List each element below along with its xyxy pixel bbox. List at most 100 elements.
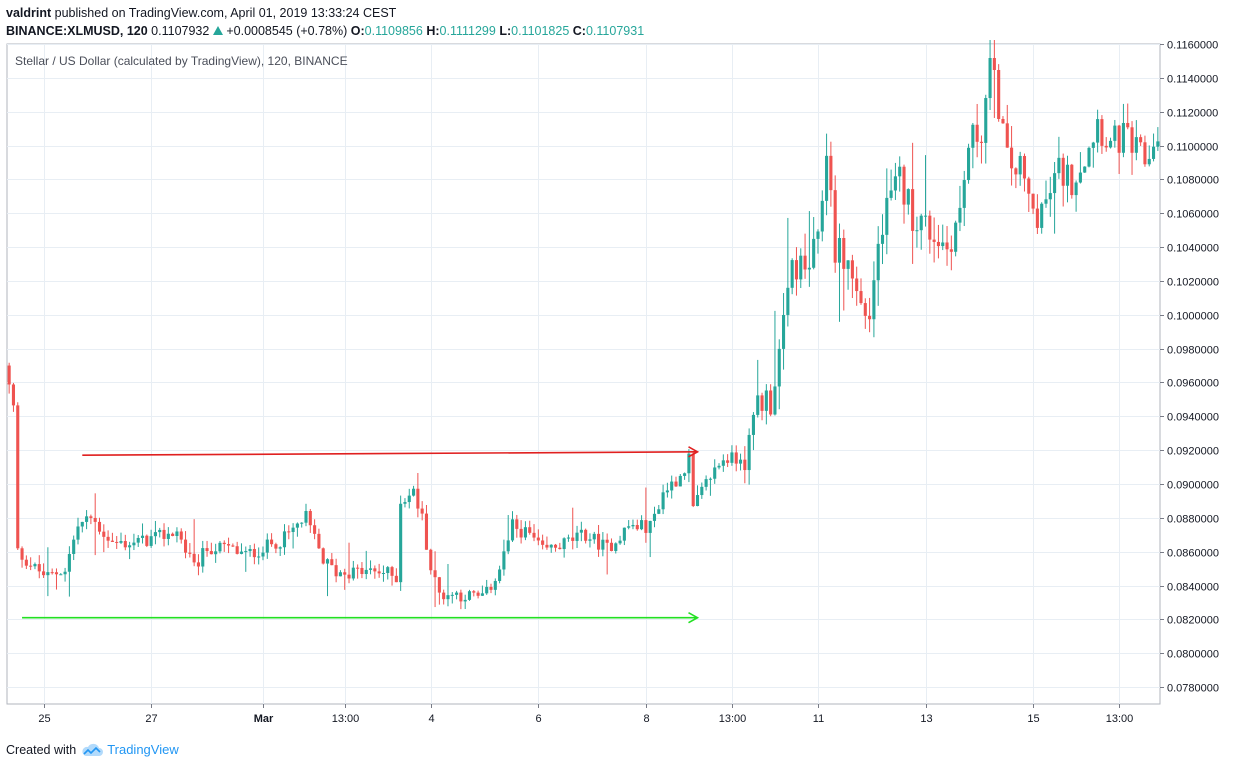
candle-body [102, 531, 106, 537]
candle-body [106, 536, 110, 541]
candle-body [1040, 203, 1044, 228]
candle-body [42, 571, 46, 576]
candle-body [958, 207, 962, 223]
x-tick-label: 13:00 [332, 713, 360, 725]
candle-body [183, 539, 188, 553]
candle-body [368, 568, 373, 570]
candle-body [214, 551, 218, 555]
candle-body [627, 526, 631, 528]
candle-body [390, 567, 394, 576]
candle-body [1044, 199, 1048, 204]
candle-body [1087, 147, 1091, 167]
candle-body [532, 532, 536, 538]
candle-body [644, 520, 648, 533]
candle-body [97, 521, 102, 532]
candle-body [93, 517, 97, 522]
low-value: 0.1101825 [511, 24, 570, 38]
candle-body [846, 260, 850, 269]
candle-body [308, 511, 312, 526]
candle-body [278, 547, 282, 549]
candle-body [1117, 125, 1121, 153]
candle-body [911, 189, 915, 231]
candle-body [575, 532, 579, 541]
candle-body [24, 559, 28, 566]
candle-body [1074, 182, 1078, 196]
candle-body [915, 230, 919, 232]
candle-body [205, 548, 209, 552]
candle-body [7, 365, 11, 385]
candle-body [119, 541, 123, 543]
candle-body [1130, 127, 1134, 153]
candle-body [523, 527, 527, 538]
candle-body [954, 222, 958, 252]
candle-body [751, 414, 755, 435]
candle-body [1010, 147, 1014, 169]
candle-body [812, 238, 816, 268]
candle-body [1156, 141, 1160, 147]
y-tick-label: 0.1000000 [1167, 311, 1219, 323]
candle-body [850, 260, 854, 279]
chart-area[interactable]: 0.1160000 0.1140000 0.1120000 0.1100000 0.10… [0, 26, 1236, 737]
publish-line: valdrint published on TradingView.com, A… [6, 4, 644, 22]
candle-body [640, 520, 644, 530]
candle-body [459, 592, 463, 602]
price-change: +0.0008545 (+0.78%) [226, 24, 348, 38]
low-label: L: [499, 24, 512, 38]
candle-body [274, 544, 278, 549]
author-name[interactable]: valdrint [6, 6, 52, 20]
y-tick-label: 0.0900000 [1167, 480, 1219, 492]
candle-body [291, 527, 295, 532]
candle-body [1061, 157, 1065, 186]
candle-body [674, 481, 678, 487]
candle-body [872, 280, 876, 320]
candle-body [1001, 118, 1005, 124]
candle-body [270, 539, 274, 545]
candle-body [394, 575, 398, 583]
candle-body [893, 176, 897, 191]
candle-body [936, 241, 940, 247]
candle-body [678, 475, 682, 487]
tradingview-logo[interactable]: TradingView [80, 742, 179, 757]
x-tick-label: 13:00 [1106, 713, 1134, 725]
candle-body [192, 553, 196, 563]
high-label: H: [426, 24, 440, 38]
candle-body [209, 551, 213, 555]
candle-body [906, 189, 910, 205]
x-tick-label: 13:00 [719, 713, 747, 725]
candle-body [764, 390, 768, 411]
candle-body [661, 492, 665, 510]
candle-body [485, 586, 489, 594]
candle-body [868, 315, 872, 320]
candle-body [571, 537, 575, 541]
symbol-label: BINANCE:XLMUSD, 120 [6, 24, 148, 38]
candle-body [399, 503, 403, 583]
candle-body [261, 552, 265, 557]
candle-body [76, 526, 80, 540]
candle-body [708, 478, 712, 480]
candle-body [347, 574, 351, 579]
y-tick-label: 0.1020000 [1167, 277, 1219, 289]
candle-body [979, 141, 984, 143]
candle-body [695, 495, 700, 507]
candle-body [588, 539, 592, 541]
candle-body [59, 574, 63, 576]
candle-body [489, 586, 493, 590]
candle-body [945, 242, 949, 250]
candle-body [386, 567, 390, 573]
candle-body [132, 542, 136, 546]
x-tick-label: 13 [920, 713, 932, 725]
candle-body [282, 531, 287, 548]
candle-body [777, 348, 781, 387]
candle-body [601, 539, 605, 550]
candle-body [1014, 168, 1018, 175]
y-tick-label: 0.0840000 [1167, 582, 1219, 594]
price-chart[interactable]: 0.1160000 0.1140000 0.1120000 0.1100000 0.10… [0, 26, 1236, 732]
candle-body [597, 533, 601, 550]
y-tick-label: 0.1160000 [1167, 40, 1218, 52]
candle-body [687, 453, 691, 474]
candle-body [829, 155, 833, 191]
open-value: 0.1109856 [364, 24, 423, 38]
candle-body [631, 525, 635, 527]
candle-body [140, 535, 145, 538]
candle-body [304, 511, 308, 523]
